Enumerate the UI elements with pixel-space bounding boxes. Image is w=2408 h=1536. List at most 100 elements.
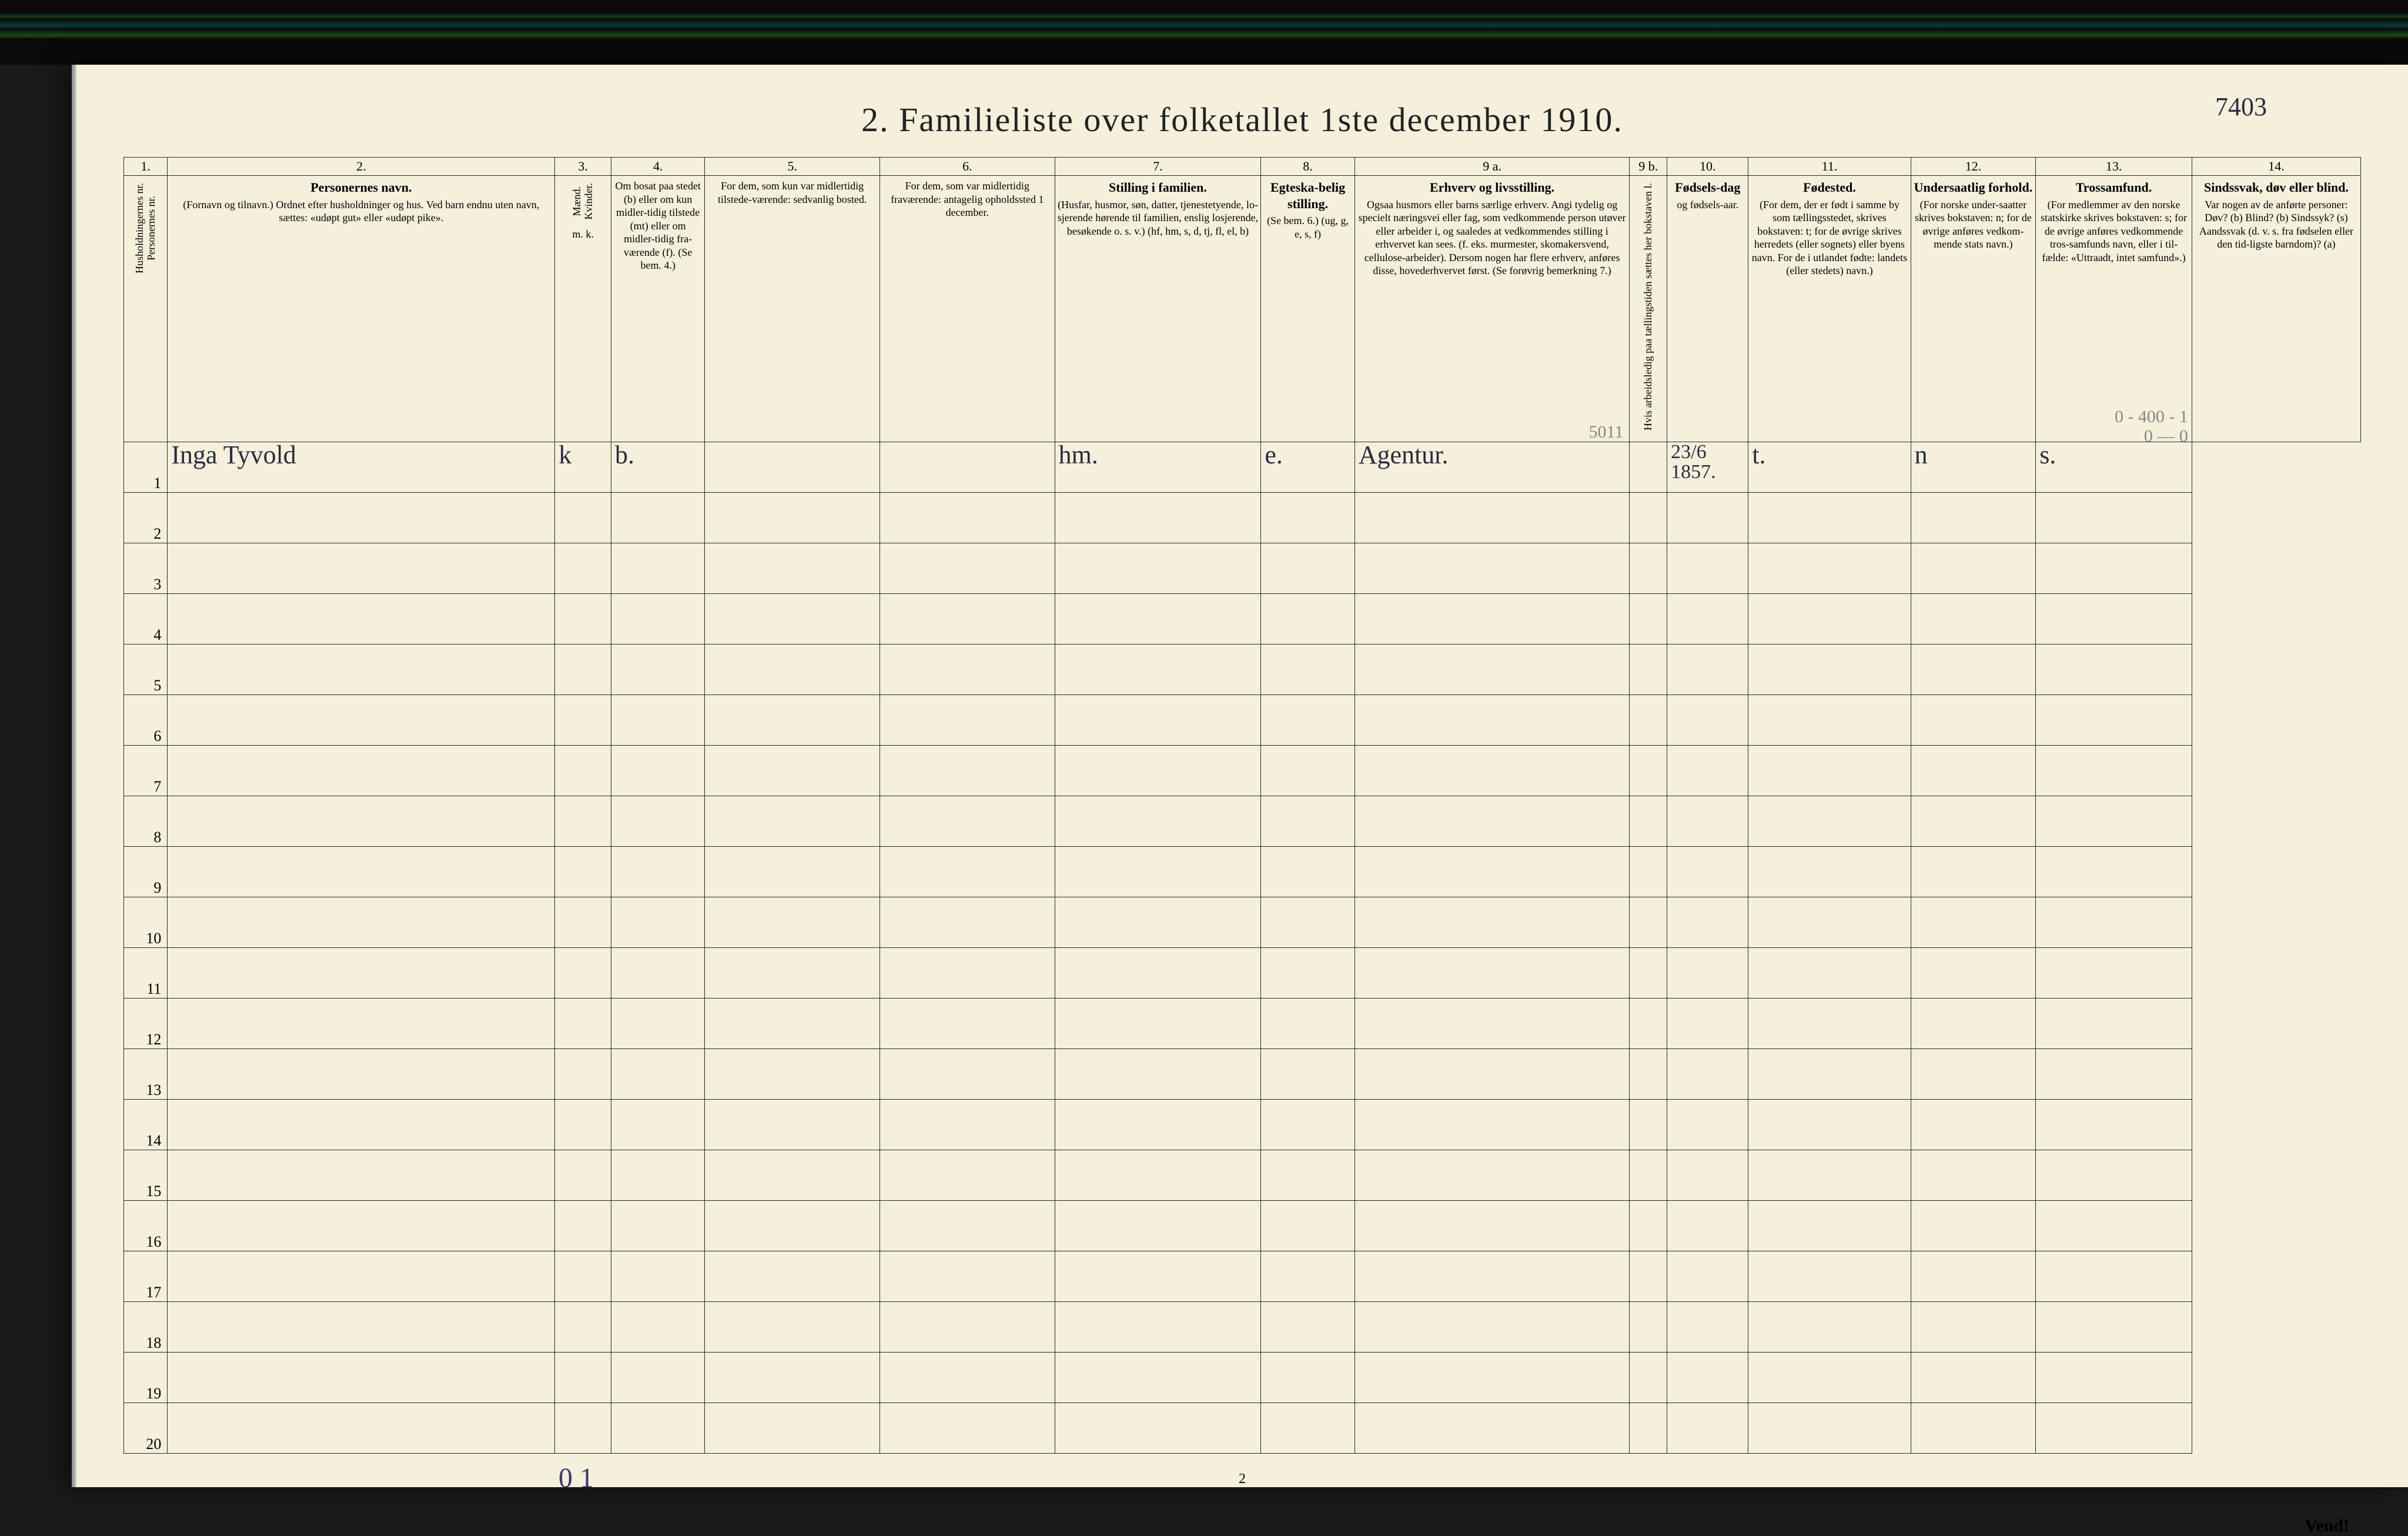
cell xyxy=(1354,1301,1630,1352)
cell xyxy=(1055,1099,1261,1150)
cell xyxy=(555,644,611,694)
cell: hm. xyxy=(1055,442,1261,492)
cell: k xyxy=(555,442,611,492)
cell xyxy=(1354,1099,1630,1150)
cell xyxy=(1748,1251,1911,1301)
cell xyxy=(1911,1099,2036,1150)
cell xyxy=(611,543,705,593)
cell xyxy=(1630,1150,1667,1200)
row-number: 4 xyxy=(124,593,168,644)
cell xyxy=(168,796,555,846)
cell xyxy=(1055,1403,1261,1453)
cell xyxy=(1354,492,1630,543)
cell xyxy=(1261,947,1354,998)
cell xyxy=(611,745,705,796)
cell xyxy=(1911,998,2036,1049)
cell xyxy=(1261,1200,1354,1251)
cell xyxy=(1911,796,2036,846)
handwritten-value: hm. xyxy=(1059,440,1098,469)
cell xyxy=(2036,644,2192,694)
cell xyxy=(880,1049,1055,1099)
cell xyxy=(168,492,555,543)
title-row: 2. Familieliste over folketallet 1ste de… xyxy=(123,100,2361,139)
cell xyxy=(705,897,880,947)
cell xyxy=(1630,1251,1667,1301)
table-row: 1Inga Tyvoldkb.hm.e.Agentur.501123/6 185… xyxy=(124,442,2361,492)
cell xyxy=(1667,1099,1748,1150)
cell xyxy=(555,897,611,947)
cell xyxy=(611,897,705,947)
column-number: 1. xyxy=(124,158,168,176)
cell xyxy=(168,947,555,998)
cell xyxy=(705,1352,880,1403)
row-number: 13 xyxy=(124,1049,168,1099)
cell xyxy=(611,1049,705,1099)
cell xyxy=(880,1150,1055,1200)
cell xyxy=(1354,694,1630,745)
column-number: 5. xyxy=(705,158,880,176)
cell xyxy=(1261,694,1354,745)
cell xyxy=(1055,1150,1261,1200)
cell xyxy=(168,593,555,644)
vend-label: Vend! xyxy=(2305,1516,2349,1536)
cell xyxy=(2036,897,2192,947)
handwritten-value: Inga Tyvold xyxy=(171,440,296,469)
column-number: 14. xyxy=(2192,158,2360,176)
cell xyxy=(1911,492,2036,543)
cell xyxy=(1261,492,1354,543)
cell xyxy=(1911,644,2036,694)
cell xyxy=(1748,947,1911,998)
cell xyxy=(1630,846,1667,897)
cell xyxy=(1354,1403,1630,1453)
cell xyxy=(705,1251,880,1301)
cell xyxy=(1055,1049,1261,1099)
row-number: 8 xyxy=(124,796,168,846)
cell: b. xyxy=(611,442,705,492)
cell xyxy=(1630,694,1667,745)
cell xyxy=(1667,492,1748,543)
cell xyxy=(1748,998,1911,1049)
cell xyxy=(611,1099,705,1150)
cell xyxy=(880,1099,1055,1150)
cell xyxy=(1911,1200,2036,1251)
cell xyxy=(1630,998,1667,1049)
cell xyxy=(1911,543,2036,593)
cell xyxy=(555,1301,611,1352)
cell xyxy=(1055,1251,1261,1301)
table-row: 20 xyxy=(124,1403,2361,1453)
cell xyxy=(1911,745,2036,796)
cell xyxy=(611,1251,705,1301)
cell: Agentur.5011 xyxy=(1354,442,1630,492)
column-number: 4. xyxy=(611,158,705,176)
cell xyxy=(880,947,1055,998)
cell xyxy=(2036,1049,2192,1099)
cell xyxy=(880,1301,1055,1352)
column-header: Husholdningernes nr. Personernes nr. xyxy=(124,176,168,442)
row-number: 5 xyxy=(124,644,168,694)
cell xyxy=(611,796,705,846)
column-number: 6. xyxy=(880,158,1055,176)
handwritten-value: e. xyxy=(1265,440,1283,469)
cell xyxy=(168,694,555,745)
cell xyxy=(1055,897,1261,947)
cell xyxy=(1748,492,1911,543)
cell xyxy=(1354,1200,1630,1251)
cell xyxy=(2036,1403,2192,1453)
cell xyxy=(705,1150,880,1200)
cell xyxy=(1667,694,1748,745)
table-row: 4 xyxy=(124,593,2361,644)
cell xyxy=(555,846,611,897)
cell xyxy=(1630,1049,1667,1099)
cell xyxy=(1055,745,1261,796)
cell xyxy=(705,1099,880,1150)
cell xyxy=(168,1200,555,1251)
cell xyxy=(705,1049,880,1099)
row-number: 19 xyxy=(124,1352,168,1403)
cell xyxy=(1911,593,2036,644)
cell xyxy=(880,593,1055,644)
cell xyxy=(555,1352,611,1403)
cell xyxy=(168,644,555,694)
cell xyxy=(1911,1301,2036,1352)
cell xyxy=(1748,1049,1911,1099)
cell xyxy=(1055,796,1261,846)
